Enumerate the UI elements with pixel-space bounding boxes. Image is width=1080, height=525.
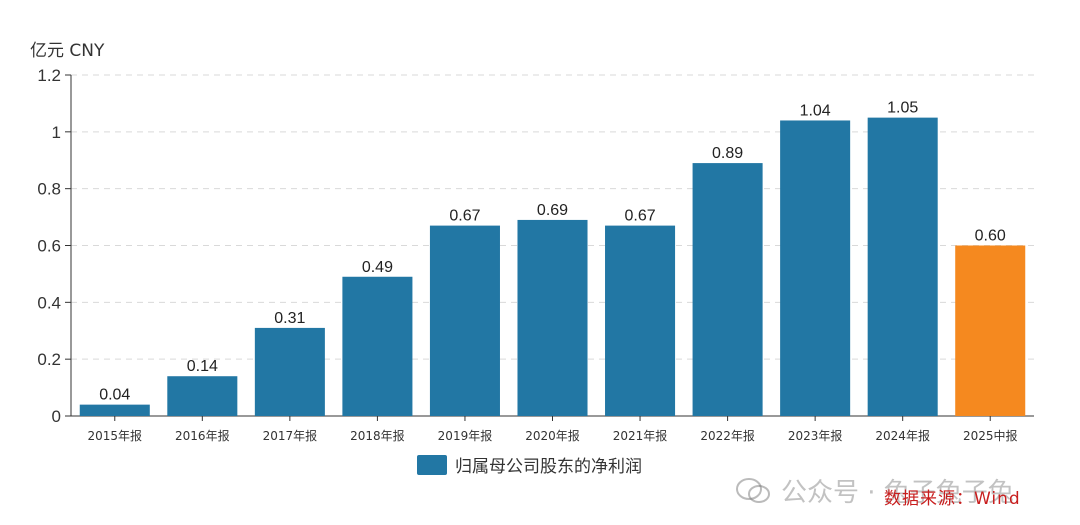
y-tick-label: 0.8	[37, 180, 61, 199]
x-tick-label: 2021年报	[613, 428, 668, 443]
bar-value-label: 0.69	[537, 202, 568, 219]
bar-value-label: 0.89	[712, 145, 743, 162]
legend: 归属母公司股东的净利润	[417, 452, 642, 477]
y-axis-unit-label: 亿元 CNY	[30, 41, 105, 61]
bar	[342, 276, 413, 416]
bar-value-label: 0.67	[449, 208, 480, 225]
wechat-icon	[736, 477, 770, 503]
x-tick-label: 2025中报	[963, 428, 1018, 443]
watermark: 公众号 · 兔子兔子兔	[735, 472, 1014, 509]
y-tick-label: 0.6	[37, 237, 61, 256]
y-tick-label: 0	[52, 407, 61, 426]
x-tick-label: 2015年报	[87, 428, 142, 443]
bar-value-label: 0.31	[274, 310, 305, 327]
y-tick-label: 1	[52, 123, 61, 142]
bar	[79, 404, 150, 416]
x-tick-label: 2023年报	[788, 428, 843, 443]
y-tick-label: 1.2	[37, 66, 61, 85]
bar-value-label: 1.05	[887, 100, 918, 117]
bar	[955, 245, 1026, 416]
x-tick-label: 2024年报	[875, 428, 930, 443]
bar-value-label: 0.04	[99, 387, 130, 404]
x-tick-label: 2022年报	[700, 428, 755, 443]
bar-value-label: 1.04	[800, 102, 831, 119]
bar	[692, 163, 763, 416]
legend-label: 归属母公司股东的净利润	[455, 457, 642, 477]
x-tick-label: 2019年报	[438, 428, 493, 443]
bar	[167, 376, 238, 416]
bar-value-label: 0.49	[362, 259, 393, 276]
y-tick-label: 0.4	[37, 293, 61, 312]
x-tick-label: 2018年报	[350, 428, 405, 443]
bar	[429, 225, 500, 416]
legend-swatch	[417, 454, 447, 475]
bar	[867, 117, 938, 416]
watermark-text: 公众号 · 兔子兔子兔	[781, 478, 1014, 508]
bar-value-label: 0.67	[624, 208, 655, 225]
bar-value-label: 0.60	[975, 228, 1006, 245]
bar	[605, 225, 676, 416]
x-tick-label: 2017年报	[263, 428, 318, 443]
bar	[254, 327, 325, 416]
x-tick-label: 2016年报	[175, 428, 230, 443]
x-tick-label: 2020年报	[525, 428, 580, 443]
bar	[517, 219, 588, 416]
bar-value-label: 0.14	[187, 358, 218, 375]
y-tick-label: 0.2	[37, 350, 61, 369]
bar	[780, 120, 851, 416]
data-source-label: 数据来源：Wind	[884, 489, 1021, 509]
